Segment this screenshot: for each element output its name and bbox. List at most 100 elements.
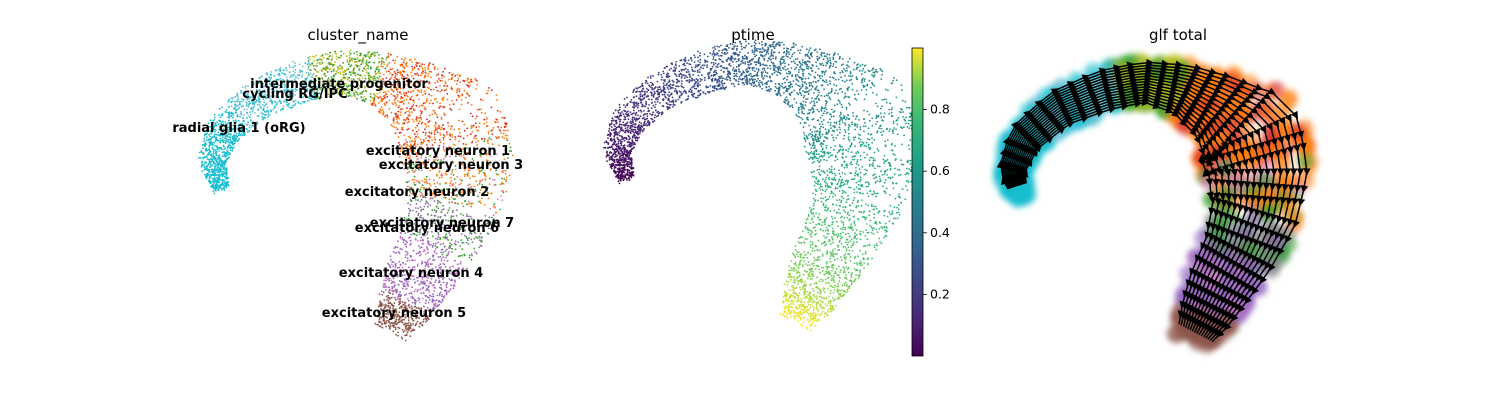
cell-point: [387, 56, 390, 58]
cell-point: [466, 267, 468, 270]
cell-point: [423, 283, 426, 286]
cell-point: [445, 248, 448, 251]
cell-point: [459, 191, 462, 194]
cell-point: [461, 202, 464, 205]
cell-point: [203, 137, 206, 140]
cell-point: [440, 301, 443, 304]
cell-point: [505, 122, 508, 125]
cell-point: [346, 69, 348, 72]
cell-point: [211, 146, 214, 149]
cell-point: [409, 140, 411, 143]
cell-point: [236, 99, 238, 102]
cell-point: [392, 122, 395, 124]
cell-point: [235, 111, 237, 114]
cell-point: [409, 98, 411, 100]
cell-point: [417, 212, 420, 215]
cell-point: [431, 267, 434, 270]
cell-point: [606, 160, 608, 163]
cell-point: [454, 138, 457, 141]
cell-point: [404, 232, 407, 235]
cell-point: [874, 102, 877, 105]
cell-point: [461, 179, 463, 182]
cell-point: [834, 174, 837, 177]
cell-point: [801, 256, 804, 259]
cell-point: [452, 73, 454, 75]
cell-point: [290, 88, 293, 90]
cell-point: [301, 65, 304, 68]
cell-point: [396, 290, 399, 293]
cell-point: [252, 96, 254, 99]
cell-point: [290, 106, 293, 109]
cell-point: [449, 128, 452, 130]
cell-point: [410, 242, 412, 245]
cell-point: [452, 287, 455, 290]
cell-point: [406, 80, 409, 82]
cell-point: [487, 197, 490, 200]
cell-point: [460, 99, 463, 101]
cell-point: [387, 296, 390, 299]
cell-point: [393, 247, 396, 250]
cell-point: [353, 93, 356, 96]
cell-point: [217, 177, 219, 180]
cell-point: [402, 61, 405, 64]
cell-point: [505, 178, 508, 181]
cell-point: [403, 59, 406, 62]
cell-point: [228, 111, 230, 114]
cell-point: [387, 262, 389, 265]
cell-point: [460, 196, 463, 198]
cell-point: [388, 78, 391, 81]
cell-point: [334, 61, 336, 64]
cell-point: [859, 238, 862, 241]
cell-point: [428, 136, 431, 139]
cell-point: [856, 124, 859, 126]
cell-point: [416, 290, 419, 293]
cell-point: [259, 105, 262, 108]
cell-point: [451, 100, 453, 102]
cell-point: [336, 71, 339, 74]
cell-point: [212, 156, 215, 158]
cell-point: [427, 149, 430, 152]
cell-point: [425, 72, 427, 75]
cell-point: [466, 239, 469, 242]
cell-point: [334, 50, 337, 53]
cell-point: [433, 209, 436, 211]
cell-point: [429, 258, 431, 260]
cell-point: [374, 104, 377, 107]
cell-point: [430, 71, 433, 73]
cell-point: [301, 70, 304, 73]
cell-point: [617, 180, 620, 183]
cell-point: [364, 98, 367, 100]
cell-point: [217, 189, 220, 192]
cell-point: [432, 190, 435, 192]
cell-point: [861, 143, 864, 146]
cell-point: [339, 56, 342, 59]
cell-point: [447, 252, 450, 255]
cell-point: [251, 111, 254, 113]
cell-point: [419, 138, 422, 141]
cell-point: [502, 132, 505, 135]
cell-point: [403, 324, 405, 326]
cell-point: [367, 72, 370, 75]
cell-point: [492, 227, 494, 230]
cell-point: [397, 71, 399, 74]
cell-point: [767, 52, 770, 55]
cell-point: [362, 67, 365, 70]
cell-point: [645, 100, 647, 103]
cell-point: [694, 70, 696, 73]
cell-point: [404, 153, 406, 156]
cell-point: [382, 80, 385, 83]
cell-point: [265, 72, 268, 75]
cell-point: [608, 127, 611, 130]
cell-point: [441, 295, 443, 298]
cell-point: [397, 284, 400, 286]
cell-point: [409, 324, 412, 327]
cell-point: [411, 286, 413, 289]
cell-point: [454, 248, 457, 251]
cell-point: [450, 239, 453, 241]
cell-point: [810, 270, 812, 273]
cell-point: [333, 88, 335, 90]
cell-point: [833, 121, 836, 124]
cell-point: [228, 138, 230, 141]
cell-point: [378, 70, 380, 73]
cell-point: [396, 113, 399, 116]
